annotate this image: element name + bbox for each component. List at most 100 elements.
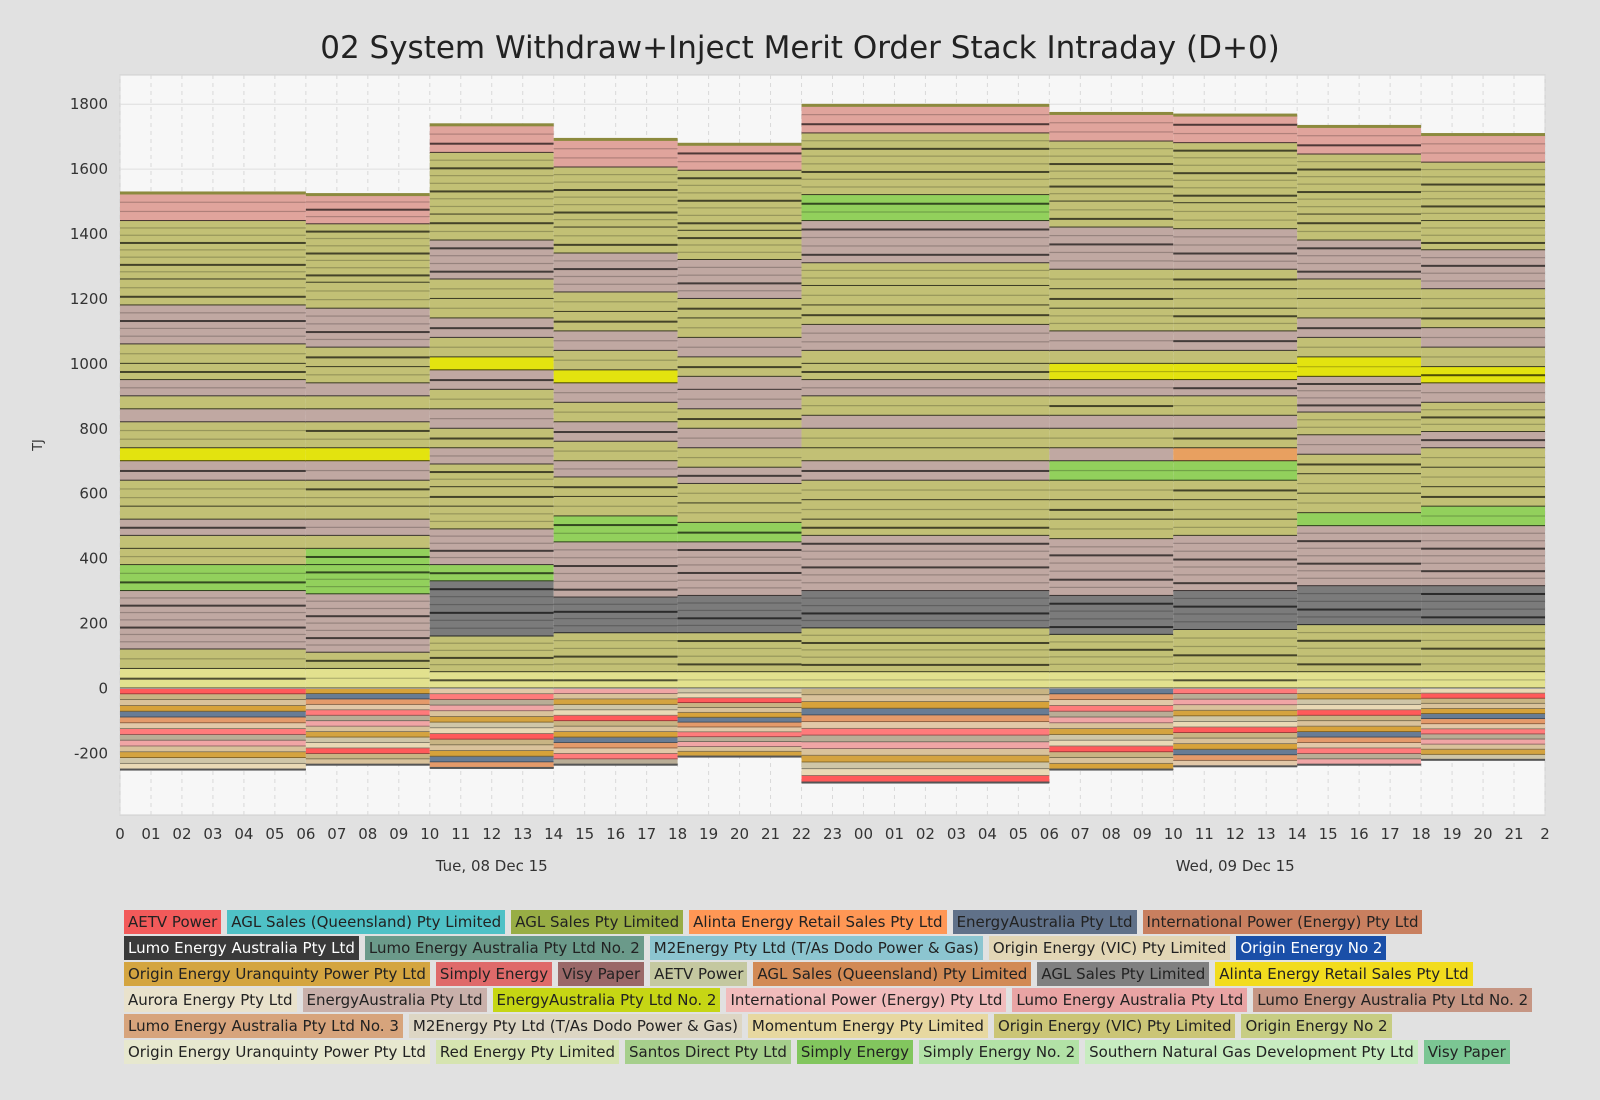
negative-boundary [801,721,1050,723]
negative-boundary [1173,737,1298,739]
stack-slice [305,299,430,301]
legend-item[interactable]: Visy Paper [1423,1040,1510,1064]
legend-item[interactable]: Visy Paper [558,962,645,986]
legend-item[interactable]: Lumo Energy Australia Pty Ltd No. 2 [364,936,644,960]
stack-slice [801,469,1050,472]
stack-segment [429,506,554,530]
legend-item[interactable]: EnergyAustralia Pty Ltd [302,988,487,1012]
negative-segment [677,693,802,699]
negative-segment [553,737,678,743]
legend-item[interactable]: EnergyAustralia Pty Ltd [952,910,1137,934]
legend-item[interactable]: Origin Energy No 2 [1236,936,1387,960]
legend-item[interactable]: Lumo Energy Australia Pty Ltd [124,936,359,960]
negative-segment [801,715,1050,723]
legend-item[interactable]: Alinta Energy Retail Sales Pty Ltd [689,910,947,934]
negative-boundary [305,703,430,706]
legend-item[interactable]: Origin Energy (VIC) Pty Limited [988,936,1231,960]
legend-item[interactable]: AETV Power [650,962,748,986]
negative-segment [677,712,802,718]
negative-boundary [429,750,554,752]
legend-item[interactable]: AGL Sales Pty Limited [1037,962,1210,986]
negative-boundary [1173,698,1298,700]
legend-item[interactable]: AGL Sales (Queensland) Pty Limited [227,910,506,934]
legend-item[interactable]: Santos Direct Pty Ltd [624,1040,791,1064]
stack-slice [801,582,1050,584]
stack-slice [305,331,430,334]
stack-slice [305,338,430,341]
legend-item[interactable]: AETV Power [124,910,222,934]
legend-item[interactable]: AGL Sales (Queensland) Pty Limited [753,962,1032,986]
legend-item[interactable]: Lumo Energy Australia Pty Ltd [1012,988,1248,1012]
legend-item[interactable]: Simply Energy No. 2 [919,1040,1080,1064]
stack-slice [801,489,1050,491]
negative-boundary [801,694,1050,696]
legend-item[interactable]: Simply Energy [796,1040,914,1064]
stack-slice [1297,222,1422,225]
stack-segment [120,305,306,345]
legend-item[interactable]: Momentum Energy Pty Limited [747,1014,988,1038]
stack-slice [677,366,802,369]
stack-slice [305,600,430,602]
stack-slice [429,288,554,290]
stack-slice [677,184,802,186]
negative-boundary [553,720,678,722]
stack-slice [1421,198,1545,200]
stack-slice [1297,502,1422,504]
x-tick-label: 01 [885,825,904,843]
negative-boundary [1421,697,1545,700]
stack-slice [1297,255,1422,257]
legend-item[interactable]: M2Energy Pty Ltd (T/As Dodo Power & Gas) [649,936,983,960]
y-tick-label: -200 [74,744,108,762]
negative-boundary [1173,704,1298,706]
legend-item[interactable]: International Power (Energy) Pty Ltd [1142,910,1423,934]
stack-slice [429,133,554,135]
legend-item[interactable]: Red Energy Pty Limited [435,1040,619,1064]
stack-bottom-edge [677,755,802,758]
stack-segment [1297,412,1422,436]
negative-boundary [1421,728,1545,730]
negative-segment [801,722,1050,729]
stack-slice [1421,577,1545,579]
stack-slice [553,283,678,285]
negative-segment [1421,729,1545,735]
stack-slice [553,260,678,262]
legend-item[interactable]: M2Energy Pty Ltd (T/As Dodo Power & Gas) [408,1014,742,1038]
stack-segment [1173,203,1298,230]
negative-boundary [553,703,678,706]
legend-item[interactable]: Alinta Energy Retail Sales Pty Ltd [1215,962,1473,986]
legend-item[interactable]: Origin Energy (VIC) Pty Limited [993,1014,1236,1038]
stack-slice [553,565,678,568]
negative-boundary [1049,716,1174,718]
stack-slice [1173,597,1298,600]
negative-boundary [120,733,306,736]
legend-item[interactable]: Origin Energy Uranquinty Power Pty Ltd [124,1040,430,1064]
negative-segment [120,688,306,695]
stack-slice [1049,340,1174,342]
legend-item[interactable]: EnergyAustralia Pty Ltd No. 2 [492,988,721,1012]
legend-item[interactable]: International Power (Energy) Pty Ltd [726,988,1007,1012]
legend-item[interactable]: Southern Natural Gas Development Pty Ltd [1085,1040,1418,1064]
stack-segment [1049,634,1174,673]
negative-boundary [553,758,678,760]
legend-item[interactable]: Origin Energy Uranquinty Power Pty Ltd [124,962,430,986]
stack-slice [1421,409,1545,411]
stack-slice [1421,168,1545,171]
legend-item[interactable]: AGL Sales Pty Limited [511,910,684,934]
period-5 [801,103,1050,784]
legend-item[interactable]: Lumo Energy Australia Pty Ltd No. 2 [1253,988,1533,1012]
stack-slice [1297,444,1422,446]
stack-slice [553,617,678,620]
legend-item[interactable]: Aurora Energy Pty Ltd [124,988,297,1012]
legend-item[interactable]: Lumo Energy Australia Pty Ltd No. 3 [124,1014,403,1038]
stack-segment [1297,376,1422,413]
stack-segment [305,535,430,549]
negative-segment [305,753,430,760]
negative-boundary [801,734,1050,736]
legend-item[interactable]: Origin Energy No 2 [1241,1014,1392,1038]
stack-slice [801,679,1050,681]
negative-segment [677,741,802,747]
legend-item[interactable]: Simply Energy [435,962,553,986]
stack-segment [429,125,554,153]
y-tick-label: 0 [98,679,108,697]
negative-segment [1049,705,1174,712]
